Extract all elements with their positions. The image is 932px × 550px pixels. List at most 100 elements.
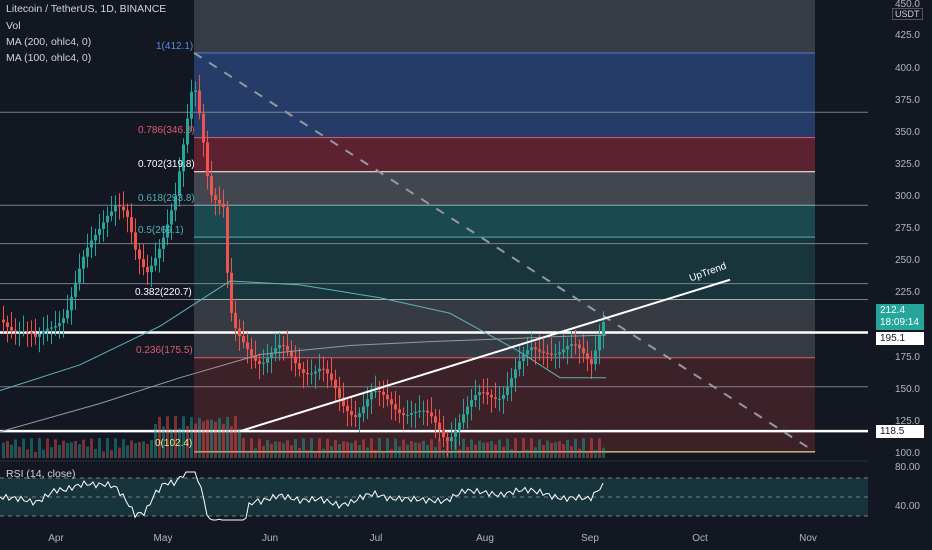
candle bbox=[330, 373, 333, 380]
time-label: Jun bbox=[261, 533, 279, 544]
candle bbox=[334, 379, 337, 389]
candle bbox=[450, 436, 453, 442]
time-label: Aug bbox=[476, 533, 494, 544]
volume-bar bbox=[226, 416, 229, 458]
ma200-line bbox=[0, 334, 607, 433]
volume-indicator-label[interactable]: Vol bbox=[6, 20, 21, 32]
volume-bar bbox=[458, 449, 461, 458]
currency-label[interactable]: USDT bbox=[892, 8, 923, 20]
volume-bar bbox=[518, 451, 521, 458]
volume-bar bbox=[66, 442, 69, 458]
volume-bar bbox=[86, 446, 89, 458]
candle bbox=[478, 392, 481, 396]
candle bbox=[470, 400, 473, 407]
candle bbox=[10, 327, 13, 331]
volume-bar bbox=[250, 438, 253, 458]
candle bbox=[270, 352, 273, 358]
volume-bar bbox=[110, 450, 113, 458]
volume-bar bbox=[254, 448, 257, 458]
candle bbox=[234, 312, 237, 329]
candle bbox=[582, 348, 585, 354]
candle bbox=[194, 90, 197, 92]
volume-bar bbox=[122, 439, 125, 458]
volume-bar bbox=[506, 438, 509, 458]
rsi-line bbox=[0, 471, 604, 521]
current-price: 212.4 bbox=[880, 305, 906, 316]
candle bbox=[534, 347, 537, 350]
volume-bar bbox=[162, 426, 165, 458]
volume-bar bbox=[238, 428, 241, 458]
fib-label-0702: 0.702(319.8) bbox=[138, 159, 195, 170]
candle bbox=[6, 322, 9, 328]
candle bbox=[310, 373, 313, 375]
volume-bar bbox=[478, 440, 481, 458]
candle bbox=[522, 354, 525, 362]
volume-bar bbox=[366, 447, 369, 458]
volume-bar bbox=[126, 445, 129, 458]
candle bbox=[402, 413, 405, 416]
candle bbox=[222, 203, 225, 208]
fib-zone bbox=[194, 237, 815, 300]
volume-bar bbox=[346, 442, 349, 458]
volume-bar bbox=[462, 438, 465, 458]
price-tick: 100.0 bbox=[894, 448, 920, 459]
candle bbox=[150, 265, 153, 273]
fib-zone bbox=[194, 299, 815, 358]
candle bbox=[358, 413, 361, 418]
volume-bar bbox=[466, 446, 469, 458]
candle bbox=[466, 406, 469, 415]
volume-bar bbox=[178, 428, 181, 458]
candle bbox=[566, 345, 569, 350]
candle bbox=[294, 356, 297, 364]
volume-bar bbox=[146, 443, 149, 458]
volume-bar bbox=[430, 439, 433, 458]
volume-bar bbox=[486, 442, 489, 458]
candle bbox=[34, 333, 37, 337]
candle bbox=[290, 350, 293, 357]
volume-bar bbox=[586, 451, 589, 458]
volume-bar bbox=[154, 424, 157, 458]
price-tick: 300.0 bbox=[894, 191, 920, 202]
volume-bar bbox=[270, 443, 273, 458]
candle bbox=[338, 388, 341, 398]
candle bbox=[98, 228, 101, 235]
time-label: May bbox=[153, 533, 173, 544]
rsi-label[interactable]: RSI (14, close) bbox=[6, 468, 76, 480]
volume-bar bbox=[546, 440, 549, 458]
time-label: Sep bbox=[581, 533, 599, 544]
volume-bar bbox=[166, 416, 169, 458]
candle bbox=[530, 347, 533, 351]
candle bbox=[578, 344, 581, 349]
volume-bar bbox=[514, 438, 517, 458]
ma100-indicator-label[interactable]: MA (100, ohlc4, 0) bbox=[6, 52, 92, 64]
volume-bar bbox=[310, 438, 313, 458]
ma200-indicator-label[interactable]: MA (200, ohlc4, 0) bbox=[6, 36, 92, 48]
candle bbox=[426, 410, 429, 413]
candle bbox=[438, 422, 441, 430]
price-tag-118: 118.5 bbox=[876, 425, 924, 438]
fib-zone bbox=[194, 357, 815, 452]
candle bbox=[394, 404, 397, 410]
candle bbox=[82, 256, 85, 269]
candle bbox=[42, 330, 45, 335]
volume-bar bbox=[10, 444, 13, 458]
candle bbox=[254, 355, 257, 361]
volume-bar bbox=[578, 448, 581, 458]
candle bbox=[158, 248, 161, 259]
volume-bar bbox=[174, 416, 177, 458]
candle bbox=[94, 234, 97, 241]
candle bbox=[50, 327, 53, 329]
volume-bar bbox=[214, 421, 217, 458]
candle bbox=[486, 392, 489, 395]
candle bbox=[418, 410, 421, 412]
volume-bar bbox=[118, 447, 121, 458]
volume-bar bbox=[562, 444, 565, 458]
volume-bar bbox=[450, 451, 453, 458]
volume-bar bbox=[150, 439, 153, 458]
candle bbox=[354, 415, 357, 418]
volume-bar bbox=[202, 421, 205, 458]
candle bbox=[110, 211, 113, 216]
volume-bar bbox=[594, 450, 597, 458]
candle bbox=[434, 416, 437, 423]
